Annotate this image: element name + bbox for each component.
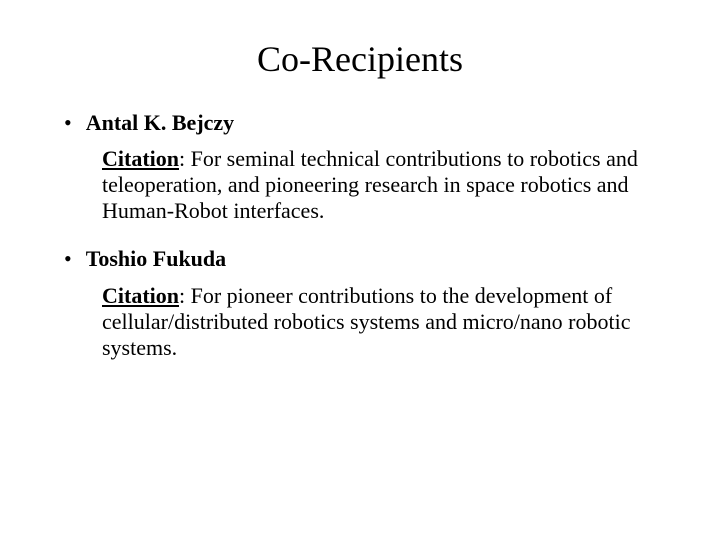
citation-text: : For pioneer contributions to the devel… (102, 283, 631, 360)
recipient-name: Toshio Fukuda (86, 246, 226, 272)
recipient-name: Antal K. Bejczy (86, 110, 234, 136)
citation-label: Citation (102, 146, 179, 171)
citation-text: : For seminal technical contributions to… (102, 146, 638, 223)
bullet-icon: • (64, 246, 72, 272)
citation-block: Citation: For seminal technical contribu… (102, 146, 660, 224)
recipient-item: • Toshio Fukuda (60, 246, 660, 272)
recipient-item: • Antal K. Bejczy (60, 110, 660, 136)
slide-title: Co-Recipients (60, 38, 660, 80)
citation-label: Citation (102, 283, 179, 308)
bullet-icon: • (64, 110, 72, 136)
citation-block: Citation: For pioneer contributions to t… (102, 283, 660, 361)
